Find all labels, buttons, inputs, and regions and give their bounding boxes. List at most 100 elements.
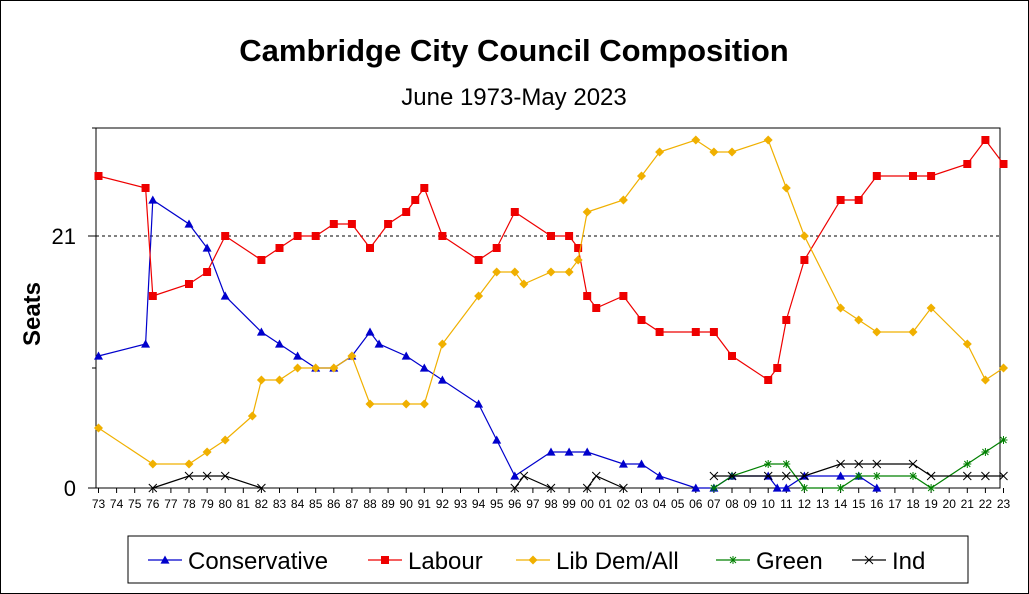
data-point-labour [257,256,266,264]
x-tick-label: 16 [870,497,884,511]
legend-label-ind: Ind [892,548,925,575]
data-point-lib-dem-all [94,423,103,433]
data-point-ind [202,471,212,481]
data-point-lib-dem-all [799,231,809,241]
x-tick-label: 07 [707,497,721,511]
x-tick-label: 84 [291,497,305,511]
x-tick-label: 73 [92,497,106,511]
data-point-lib-dem-all [365,399,375,409]
data-point-ind [962,471,972,481]
data-point-labour [329,220,338,228]
x-tick-label: 74 [110,497,124,511]
x-tick-label: 96 [508,497,522,511]
data-point-ind [908,459,918,469]
data-point-conservative [365,327,375,336]
data-point-labour [547,232,555,240]
data-point-labour [709,328,718,336]
data-point-lib-dem-all [854,315,864,325]
x-tick-label: 94 [472,497,486,511]
legend-marker-green [729,556,737,564]
data-point-conservative [582,447,592,456]
data-point-labour [854,196,863,204]
data-point-lib-dem-all [546,267,556,277]
legend-entry-labour: Labour [368,548,483,575]
data-point-green [927,484,936,492]
data-point-lib-dem-all [999,363,1008,373]
data-point-ind [582,483,592,493]
data-point-lib-dem-all [836,303,846,313]
x-tick-label: 05 [671,497,685,511]
data-point-lib-dem-all [564,267,574,277]
data-point-ind [519,471,529,481]
data-point-ind [999,471,1008,481]
data-point-labour [836,196,845,204]
data-point-conservative [374,339,384,348]
data-point-conservative [275,339,284,348]
data-point-lib-dem-all [618,195,628,205]
legend-entry-green: Green [716,548,823,575]
data-point-labour [909,172,917,180]
data-point-lib-dem-all [926,303,936,313]
data-point-green [709,484,718,492]
data-point-lib-dem-all [763,135,773,145]
data-point-green [782,460,791,468]
x-tick-label: 01 [599,497,613,511]
x-tick-label: 90 [400,497,414,511]
legend-entry-lib-dem-all: Lib Dem/All [516,548,679,575]
data-point-lib-dem-all [184,459,194,469]
x-tick-label: 91 [418,497,432,511]
series-line-ind [586,475,624,489]
legend-label-lib-dem-all: Lib Dem/All [556,548,679,575]
data-point-ind [510,483,520,493]
data-point-ind [854,459,864,469]
legend: Conservative Labour Lib Dem/All Green Ind [127,535,969,584]
data-point-conservative [836,471,846,480]
data-point-ind [781,471,791,481]
data-point-conservative [202,243,212,252]
data-point-labour [574,244,583,252]
data-point-ind [184,471,194,481]
data-point-lib-dem-all [582,207,592,217]
data-point-lib-dem-all [419,399,429,409]
data-point-conservative [637,459,646,468]
data-point-lib-dem-all [492,267,502,277]
data-point-conservative [419,363,429,372]
data-point-ind [727,471,737,481]
axis-ticks: 0 21 73 74 75 76 77 78 79 80 81 82 83 84 85 86 87 88 89 90 9… [52,127,1010,511]
data-point-labour [203,268,212,276]
data-point-conservative [564,447,574,456]
x-tick-label: 11 [780,497,793,511]
series-ind [148,459,1008,493]
data-point-lib-dem-all [329,363,339,373]
data-point-lib-dem-all [437,339,447,349]
data-point-labour [655,328,664,336]
x-tick-label: 19 [924,497,938,511]
x-tick-label: 97 [526,497,540,511]
legend-label-conservative: Conservative [188,548,328,575]
series-labour [94,136,1008,384]
x-tick-label: 81 [237,497,251,511]
data-point-ind [220,471,230,481]
data-point-labour [148,292,157,300]
data-point-lib-dem-all [573,255,583,265]
x-tick-label: 87 [345,497,359,511]
data-point-labour [565,232,574,240]
x-tick-label: 12 [798,497,812,511]
data-point-labour [384,220,393,228]
data-point-labour [311,232,320,240]
series-line-ind [152,475,262,489]
data-point-labour [347,220,356,228]
data-point-labour [782,316,791,324]
data-point-lib-dem-all [962,339,972,349]
x-tick-label: 22 [979,497,993,511]
data-point-conservative [94,351,103,360]
data-point-green [963,460,972,468]
x-tick-label: 99 [562,497,576,511]
data-point-labour [872,172,881,180]
x-tick-label: 79 [200,497,214,511]
data-point-labour [420,184,429,192]
data-point-labour [981,136,990,144]
data-point-ind [591,471,601,481]
x-tick-label: 08 [725,497,739,511]
